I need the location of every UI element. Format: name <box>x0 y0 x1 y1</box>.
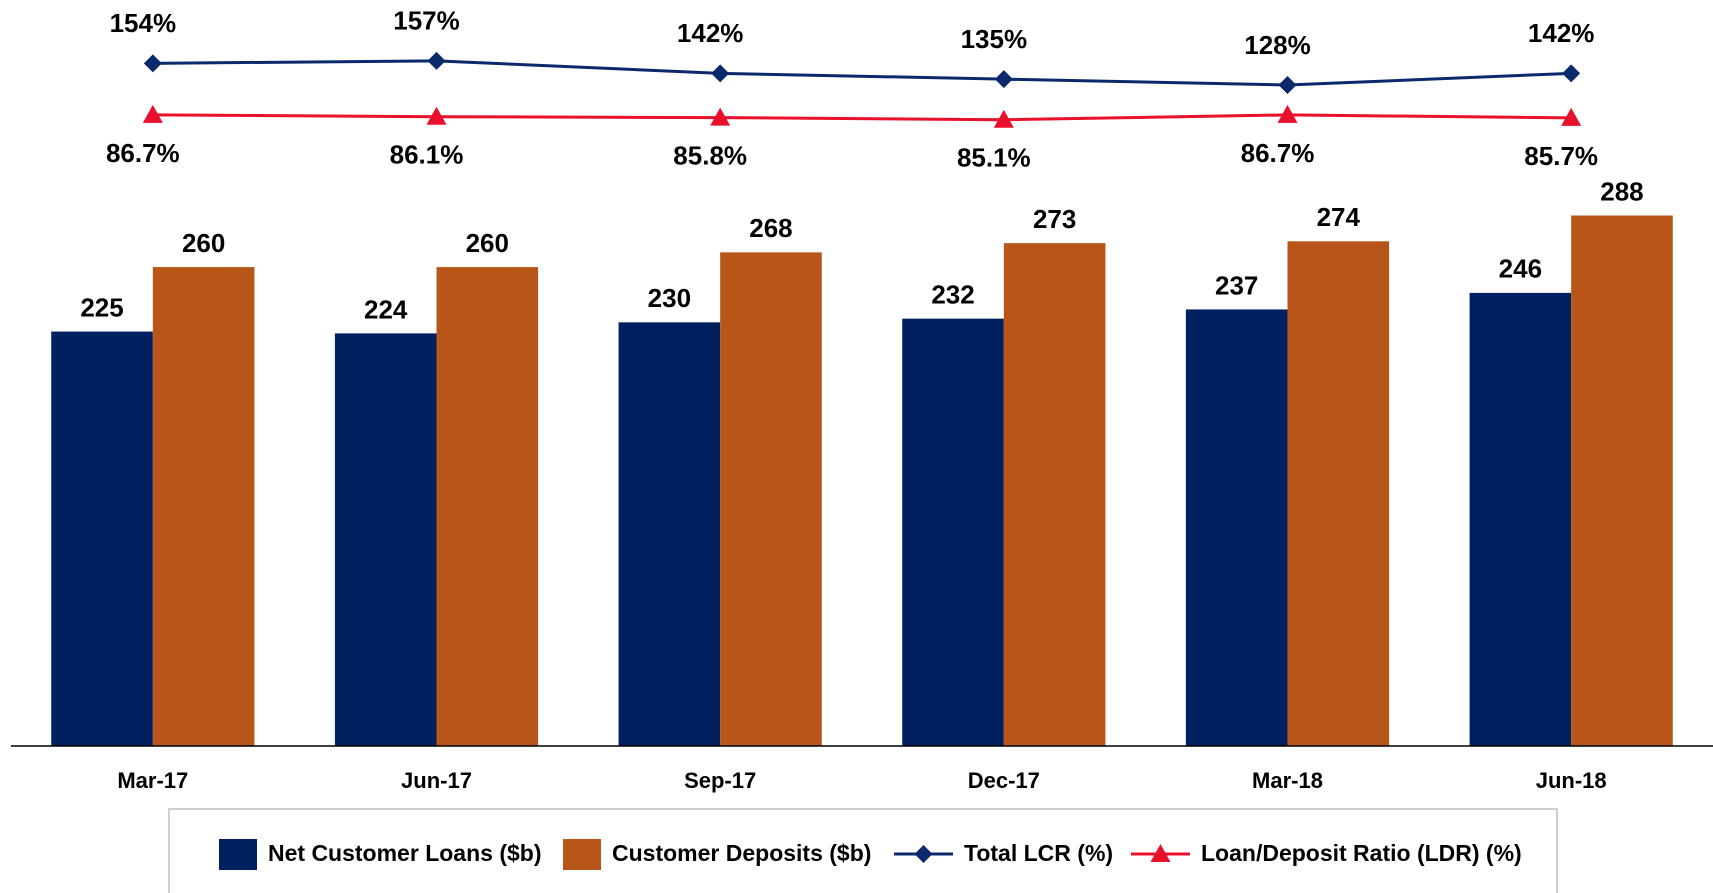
bar-value-label: 246 <box>1499 254 1542 284</box>
line <box>152 59 1572 87</box>
line-value-label: 86.1% <box>390 140 464 170</box>
line-value-label: 157% <box>393 6 460 36</box>
line-marker <box>711 64 730 83</box>
bar <box>51 331 153 746</box>
bar <box>334 333 437 746</box>
line-value-label: 135% <box>961 24 1028 54</box>
line-value-label: 85.8% <box>673 140 747 170</box>
x-tick-label: Dec-17 <box>968 768 1040 793</box>
line-marker <box>1278 76 1297 94</box>
bar <box>618 322 721 746</box>
line <box>152 113 1572 122</box>
legend-label: Total LCR (%) <box>964 840 1113 866</box>
bar <box>1469 292 1572 746</box>
line-marker <box>994 70 1013 89</box>
bar <box>152 267 255 746</box>
legend-swatch <box>563 839 601 870</box>
bar <box>720 252 822 746</box>
bar-value-label: 230 <box>648 283 691 313</box>
x-tick-label: Mar-18 <box>1252 768 1323 793</box>
bar-value-label: 260 <box>182 228 225 258</box>
line-marker <box>1277 104 1298 123</box>
bar <box>1185 309 1288 746</box>
bar-value-label: 260 <box>466 228 509 258</box>
x-tick-label: Mar-17 <box>117 768 188 793</box>
legend-label: Loan/Deposit Ratio (LDR) (%) <box>1201 840 1522 866</box>
line-value-label: 142% <box>1528 18 1595 48</box>
legend-label: Net Customer Loans ($b) <box>268 840 541 866</box>
line-value-label: 85.1% <box>957 143 1031 173</box>
bar-value-label: 225 <box>80 292 123 322</box>
bar <box>1003 243 1106 746</box>
bar-value-label: 288 <box>1600 176 1643 206</box>
line-marker <box>143 54 162 73</box>
line-marker <box>1562 64 1581 83</box>
legend-swatch <box>219 839 257 870</box>
line-value-label: 86.7% <box>1241 138 1315 168</box>
line-marker <box>427 51 446 70</box>
legend-marker <box>1150 844 1171 862</box>
bar-value-label: 232 <box>931 280 974 310</box>
x-tick-label: Sep-17 <box>684 768 756 793</box>
bar <box>1571 215 1673 746</box>
bar-value-label: 237 <box>1215 270 1258 300</box>
line-value-label: 85.7% <box>1524 141 1598 171</box>
bar-value-label: 274 <box>1317 202 1361 232</box>
line-value-label: 86.7% <box>106 138 180 168</box>
bar <box>436 267 539 746</box>
x-tick-label: Jun-18 <box>1536 768 1607 793</box>
line-value-label: 154% <box>110 8 177 38</box>
legend-box <box>168 808 1558 893</box>
bar-value-label: 273 <box>1033 204 1076 234</box>
x-tick-label: Jun-17 <box>401 768 472 793</box>
legend-label: Customer Deposits ($b) <box>612 840 871 866</box>
legend-marker <box>914 845 933 863</box>
line-value-label: 142% <box>677 18 744 48</box>
line-marker <box>1561 107 1582 126</box>
line-value-label: 128% <box>1244 30 1311 60</box>
line-marker <box>710 107 731 126</box>
bar <box>1287 241 1390 746</box>
line-marker <box>426 106 447 125</box>
bar-value-label: 224 <box>364 294 408 324</box>
bar-value-label: 268 <box>749 213 792 243</box>
line-marker <box>993 109 1014 128</box>
bar <box>902 318 1004 746</box>
line-marker <box>142 104 163 123</box>
